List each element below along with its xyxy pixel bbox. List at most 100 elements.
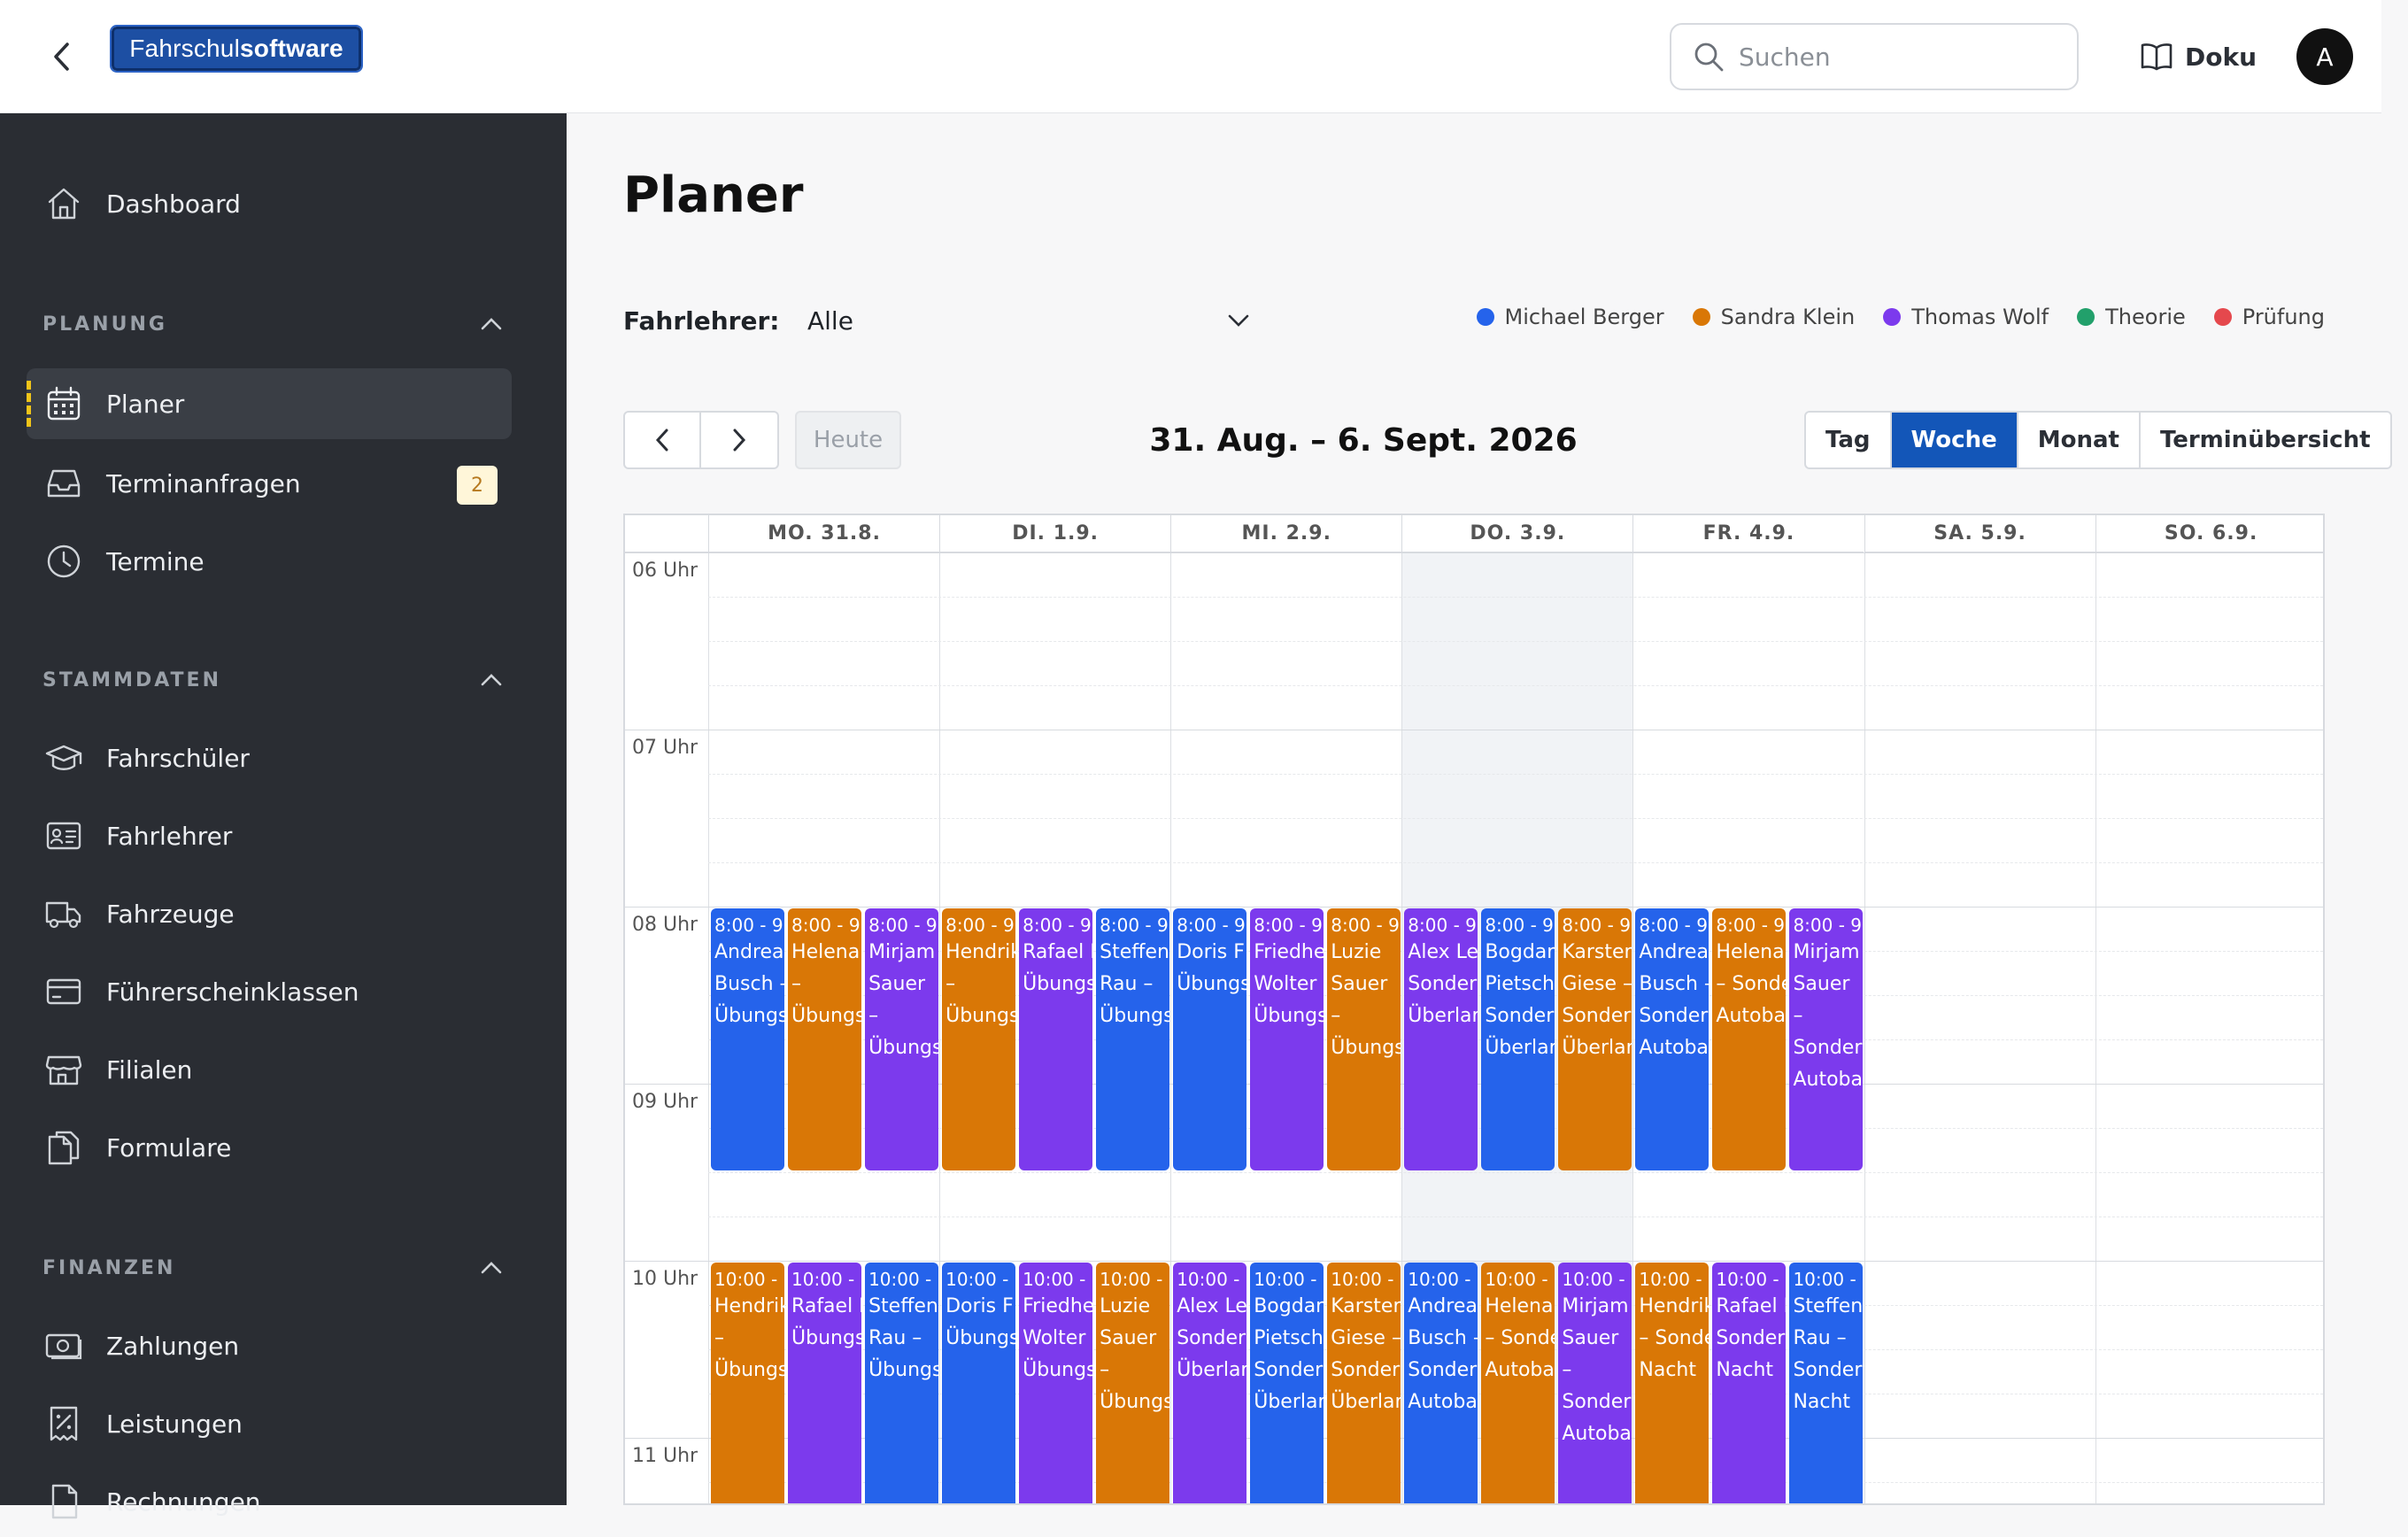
hour-label: 06 Uhr: [632, 560, 698, 582]
logo-bold-text: software: [240, 35, 343, 62]
day-header[interactable]: SO. 6.9.: [2095, 515, 2323, 552]
sidebar-item-fahrschueler[interactable]: Fahrschüler: [27, 722, 512, 793]
day-header[interactable]: MI. 2.9.: [1170, 515, 1402, 552]
sidebar-item-rechnungen[interactable]: Rechnungen: [27, 1466, 512, 1537]
calendar-event[interactable]: 8:00 - 9: Rafael K Übungs: [1019, 908, 1093, 1170]
day-header[interactable]: DI. 1.9.: [939, 515, 1171, 552]
calendar-event[interactable]: 10:00 - 1 Alex Le Sonder Überlan: [1173, 1263, 1247, 1503]
legend-dot: [1476, 308, 1494, 326]
next-week-button[interactable]: [701, 411, 779, 469]
calendar-event[interactable]: 8:00 - 9: Helena – Übungs: [788, 908, 862, 1170]
calendar-event[interactable]: 8:00 - 9: Mirjam Sauer – Übungs: [865, 908, 939, 1170]
id-card-icon: [42, 815, 85, 857]
section-planung-header[interactable]: PLANUNG: [42, 306, 503, 342]
sidebar-item-label: Leistungen: [106, 1409, 243, 1439]
today-button[interactable]: Heute: [795, 411, 901, 469]
calendar-event[interactable]: 8:00 - 9: Mirjam Sauer – Sonder Autoba: [1789, 908, 1864, 1170]
app-logo[interactable]: Fahrschul software: [110, 25, 363, 73]
calendar-event[interactable]: 8:00 - 9: Steffen Rau – Übungs: [1096, 908, 1170, 1170]
calendar-event[interactable]: 8:00 - 9: Helena – Sonde Autoba: [1712, 908, 1787, 1170]
calendar-event[interactable]: 10:00 - 1 Andrea Busch – Sonder Autoba: [1404, 1263, 1478, 1503]
event-time: 8:00 - 9:: [1408, 915, 1478, 936]
sidebar-item-formulare[interactable]: Formulare: [27, 1112, 512, 1183]
hour-label: 11 Uhr: [632, 1445, 698, 1467]
event-time: 8:00 - 9:: [1716, 915, 1787, 936]
view-tag-button[interactable]: Tag: [1825, 427, 1871, 453]
calendar-event[interactable]: 10:00 - 1 Karsten Giese – Sonder Überlan: [1327, 1263, 1401, 1503]
sidebar-item-termine[interactable]: Termine: [27, 526, 512, 597]
chevron-right-icon: [733, 429, 746, 452]
event-title: Helena – Übungs: [791, 941, 862, 1027]
calendar-event[interactable]: 8:00 - 9: Bogdan Pietsch Sonder Überlan: [1481, 908, 1555, 1170]
fahrlehrer-select[interactable]: Alle: [800, 296, 1261, 345]
quarter-line: [708, 1216, 2323, 1217]
sidebar-item-dashboard[interactable]: Dashboard: [27, 168, 512, 239]
legend-item: Thomas Wolf: [1883, 305, 2049, 329]
user-avatar[interactable]: A: [2296, 28, 2353, 85]
event-title: Alex Le Sonder Überlan: [1177, 1295, 1247, 1381]
sidebar-item-fuehrerscheinklassen[interactable]: Führerscheinklassen: [27, 956, 512, 1027]
view-woche-button[interactable]: Woche: [1889, 413, 2017, 467]
calendar-event[interactable]: 10:00 - 1 Bogdan Pietsch Sonder Überlan: [1250, 1263, 1324, 1503]
sidebar-item-label: Filialen: [106, 1054, 193, 1085]
calendar-event[interactable]: 10:00 - 1 Rafael K Sonder Nacht: [1712, 1263, 1787, 1503]
sidebar-item-filialen[interactable]: Filialen: [27, 1034, 512, 1105]
day-column-divider: [1170, 552, 1172, 1503]
calendar-event[interactable]: 10:00 - 1 Helena – Sonde Autoba: [1481, 1263, 1555, 1503]
calendar-event[interactable]: 8:00 - 9: Andrea Busch – Übungs: [711, 908, 785, 1170]
calendar-event[interactable]: 8:00 - 9: Alex Le Sonder Überlan: [1404, 908, 1478, 1170]
calendar-event[interactable]: 10:00 - 1 Luzie Sauer – Übungs: [1096, 1263, 1170, 1503]
event-time: 10:00 - 1: [1562, 1269, 1632, 1290]
sidebar-item-planer[interactable]: Planer: [27, 368, 512, 439]
selected-value: Alle: [807, 305, 853, 336]
sidebar-item-zahlungen[interactable]: Zahlungen: [27, 1310, 512, 1381]
search-input[interactable]: [1739, 42, 2057, 72]
search-box[interactable]: [1670, 23, 2079, 90]
home-icon: [42, 182, 85, 225]
event-title: Bogdan Pietsch Sonder Überlan: [1485, 941, 1555, 1059]
sidebar-item-leistungen[interactable]: Leistungen: [27, 1388, 512, 1459]
calendar-event[interactable]: 10:00 - 1 Friedhe Wolter Übungs: [1019, 1263, 1093, 1503]
day-header[interactable]: DO. 3.9.: [1401, 515, 1633, 552]
calendar-event[interactable]: 8:00 - 9: Friedhe Wolter Übungs: [1250, 908, 1324, 1170]
previous-week-button[interactable]: [623, 411, 701, 469]
calendar-event[interactable]: 10:00 - 1 Hendrik – Sonde Nacht: [1635, 1263, 1710, 1503]
calendar-event[interactable]: 10:00 - 1 Mirjam Sauer – Sonder Autoba: [1558, 1263, 1632, 1503]
event-title: Friedhe Wolter Übungs: [1023, 1295, 1093, 1381]
event-title: Alex Le Sonder Überlan: [1408, 941, 1478, 1027]
calendar-event[interactable]: 8:00 - 9: Andrea Busch – Sonder Autoba: [1635, 908, 1710, 1170]
chevron-down-icon: [1228, 314, 1249, 327]
back-button[interactable]: [46, 39, 78, 74]
day-header[interactable]: MO. 31.8.: [708, 515, 940, 552]
event-title: Mirjam Sauer – Sonder Autoba: [1793, 941, 1863, 1091]
calendar-event[interactable]: 10:00 - 1 Steffen Rau – Übungs: [865, 1263, 939, 1503]
sidebar-item-terminanfragen[interactable]: Terminanfragen 2: [27, 448, 512, 519]
section-finanzen-header[interactable]: FINANZEN: [42, 1250, 503, 1286]
calendar-event[interactable]: 10:00 - 1 Steffen Rau – Sonder Nacht: [1789, 1263, 1864, 1503]
event-time: 10:00 - 1: [714, 1269, 784, 1290]
sidebar-item-label: Planer: [106, 389, 185, 419]
day-column-divider: [939, 552, 941, 1503]
legend-dot: [2213, 308, 2232, 326]
calendar-event[interactable]: 10:00 - 1 Rafael K Übungs: [788, 1263, 862, 1503]
section-stammdaten-header[interactable]: STAMMDATEN: [42, 662, 503, 698]
view-terminübersicht-button[interactable]: Terminübersicht: [2138, 413, 2390, 467]
calendar-event[interactable]: 10:00 - 1 Hendrik – Übungs: [711, 1263, 785, 1503]
calendar-event[interactable]: 8:00 - 9: Hendrik – Übungs: [942, 908, 1016, 1170]
doku-link[interactable]: Doku: [2141, 35, 2257, 78]
calendar-event[interactable]: 10:00 - 1 Doris F Übungs: [942, 1263, 1016, 1503]
sidebar-item-fahrzeuge[interactable]: Fahrzeuge: [27, 878, 512, 949]
day-header[interactable]: SA. 5.9.: [1864, 515, 2095, 552]
day-column-divider: [1401, 552, 1403, 1503]
sidebar-item-label: Rechnungen: [106, 1487, 261, 1517]
event-time: 8:00 - 9:: [945, 915, 1016, 936]
sidebar-item-fahrlehrer[interactable]: Fahrlehrer: [27, 800, 512, 871]
day-header[interactable]: FR. 4.9.: [1632, 515, 1864, 552]
event-title: Doris F Übungs: [1177, 941, 1247, 995]
day-column-divider: [1864, 552, 1865, 1503]
view-monat-button[interactable]: Monat: [2016, 413, 2139, 467]
calendar-event[interactable]: 8:00 - 9: Luzie Sauer – Übungs: [1327, 908, 1401, 1170]
calendar-event[interactable]: 8:00 - 9: Doris F Übungs: [1173, 908, 1247, 1170]
calendar-event[interactable]: 8:00 - 9: Karsten Giese – Sonder Überlan: [1558, 908, 1632, 1170]
inbox-icon: [42, 462, 85, 505]
